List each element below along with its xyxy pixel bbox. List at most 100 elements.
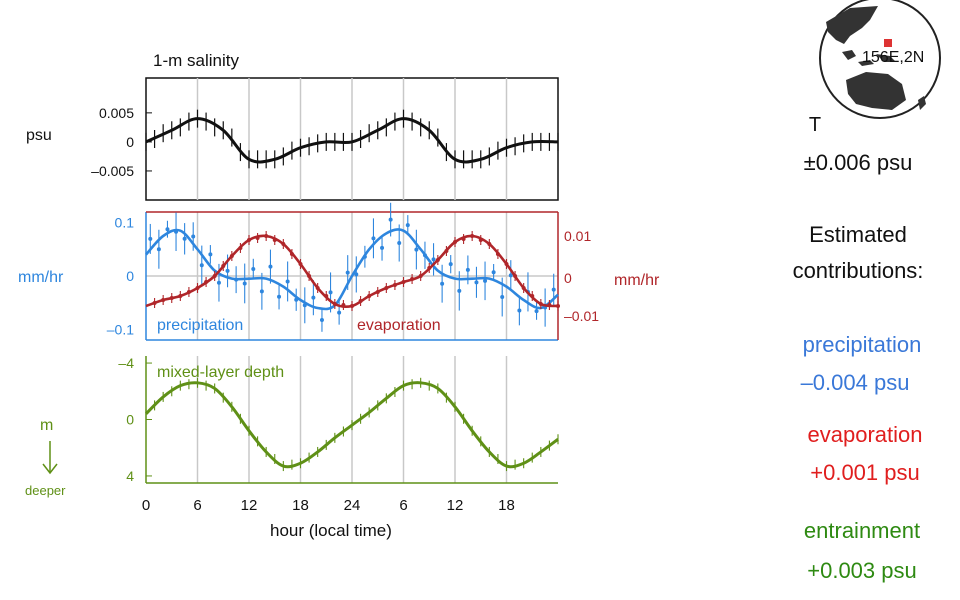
- salinity-ytick-label-1: 0: [126, 134, 134, 150]
- precip-point-28: [388, 217, 393, 222]
- x-axis-label: hour (local time): [270, 521, 392, 540]
- evap-point-29: [401, 280, 406, 284]
- flux-left-tick-label-2: –0.1: [107, 321, 134, 337]
- precip-series-label: precipitation: [157, 317, 243, 334]
- precip-point-18: [302, 303, 307, 308]
- evap-point-35: [453, 240, 457, 244]
- precip-point-7: [208, 252, 213, 257]
- evap-point-39: [487, 242, 492, 246]
- evap-point-21: [332, 302, 337, 306]
- precip-point-0: [148, 236, 153, 241]
- precip-point-16: [285, 279, 290, 284]
- precip-point-3: [174, 229, 179, 234]
- precip-point-5: [191, 234, 196, 239]
- evap-point-18: [307, 274, 312, 278]
- precip-point-17: [294, 297, 299, 302]
- precip-contribution-label: precipitation: [802, 332, 922, 357]
- evap-point-12: [255, 236, 260, 240]
- evap-point-37: [470, 234, 475, 238]
- precip-point-30: [405, 223, 410, 228]
- evap-point-2: [169, 296, 174, 300]
- evap-point-10: [238, 246, 243, 250]
- site-marker: [884, 39, 892, 47]
- evap-point-43: [521, 286, 526, 290]
- evap-point-1: [161, 298, 166, 302]
- evap-point-13: [264, 234, 269, 238]
- salinity-ylabel: psu: [26, 127, 52, 144]
- x-tick-label-3: 18: [292, 497, 309, 514]
- evap-point-4: [186, 290, 191, 294]
- precip-point-1: [156, 247, 161, 252]
- precip-point-23: [345, 270, 350, 275]
- precip-point-29: [397, 241, 402, 246]
- evap-point-9: [229, 254, 234, 258]
- flux-left-ylabel: mm/hr: [18, 269, 64, 286]
- x-tick-label-6: 12: [447, 497, 464, 514]
- evap-point-19: [315, 286, 320, 290]
- estimated-heading-2: contributions:: [792, 258, 924, 283]
- precip-point-2: [165, 227, 170, 232]
- x-tick-label-0: 0: [142, 497, 150, 514]
- evap-point-30: [410, 277, 415, 281]
- mld-ytick-label-1: 0: [126, 412, 134, 428]
- evap-point-32: [427, 266, 432, 270]
- evap-point-47: [556, 304, 560, 308]
- landmass-asia: [826, 6, 878, 44]
- precip-point-38: [474, 280, 479, 285]
- evap-point-14: [272, 238, 277, 242]
- amplitude-value: ±0.006 psu: [803, 150, 913, 175]
- landmass-sea-islands: [842, 50, 896, 66]
- precip-point-13: [259, 289, 264, 294]
- x-axis: 0 6 12 18 24 6 12 18: [142, 497, 515, 514]
- precip-point-42: [508, 273, 513, 278]
- evap-point-41: [504, 262, 509, 266]
- evap-contribution-value: +0.001 psu: [810, 460, 920, 485]
- precip-line: [145, 228, 559, 311]
- precip-point-21: [328, 290, 333, 295]
- precip-point-11: [242, 281, 247, 286]
- evap-point-40: [495, 252, 500, 256]
- mld-ylabel: m: [40, 417, 53, 434]
- evap-point-15: [281, 242, 286, 246]
- mld-ytick-label-2: 4: [126, 468, 134, 484]
- evap-point-45: [538, 302, 543, 306]
- evap-point-42: [513, 274, 518, 278]
- x-tick-label-5: 6: [399, 497, 407, 514]
- evap-point-27: [384, 286, 389, 290]
- evap-point-38: [478, 238, 483, 242]
- flux-left-tick-label-0: 0.1: [115, 215, 135, 231]
- evap-point-3: [178, 294, 183, 298]
- landmass-australia: [846, 72, 906, 110]
- evap-point-25: [367, 294, 372, 298]
- x-tick-label-1: 6: [193, 497, 201, 514]
- precip-point-41: [500, 295, 505, 300]
- precip-point-26: [371, 236, 376, 241]
- evap-point-46: [547, 303, 552, 307]
- globe-site-label: 156E,2N: [862, 49, 924, 66]
- evap-point-23: [350, 304, 354, 308]
- evap-point-26: [375, 290, 380, 294]
- evap-point-36: [461, 237, 466, 241]
- precip-point-27: [380, 245, 385, 250]
- precip-point-22: [337, 310, 342, 315]
- evap-point-44: [530, 294, 535, 298]
- salinity-title: 1-m salinity: [153, 51, 239, 70]
- precip-point-35: [448, 262, 453, 267]
- precip-point-8: [216, 280, 221, 285]
- evap-point-7: [212, 274, 217, 278]
- evap-point-0: [152, 301, 157, 305]
- precip-point-6: [199, 263, 204, 268]
- x-tick-label-7: 18: [498, 497, 515, 514]
- precip-contribution-value: –0.004 psu: [800, 370, 910, 395]
- precip-point-24: [354, 272, 359, 277]
- globe-map: 156E,2N: [819, 0, 941, 119]
- precip-point-33: [431, 257, 436, 262]
- estimated-heading-1: Estimated: [809, 222, 907, 247]
- evap-point-20: [324, 294, 329, 298]
- flux-left-tick-label-1: 0: [126, 268, 134, 284]
- evap-point-11: [247, 238, 251, 242]
- flux-right-tick-label-2: –0.01: [564, 308, 599, 324]
- evap-point-16: [289, 252, 294, 256]
- precip-point-32: [422, 253, 427, 258]
